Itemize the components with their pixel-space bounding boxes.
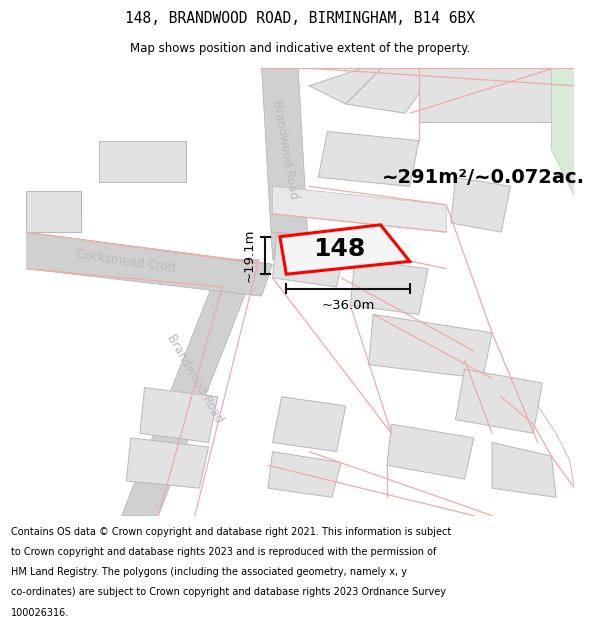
Polygon shape [268, 452, 341, 498]
Polygon shape [551, 68, 574, 196]
Polygon shape [451, 177, 511, 232]
Polygon shape [387, 424, 474, 479]
Polygon shape [26, 232, 272, 296]
Text: Brandwood Road: Brandwood Road [270, 99, 301, 200]
Text: Brandwood Road: Brandwood Road [164, 332, 226, 425]
Polygon shape [272, 397, 346, 452]
Text: ~19.1m: ~19.1m [242, 229, 255, 282]
Text: to Crown copyright and database rights 2023 and is reproduced with the permissio: to Crown copyright and database rights 2… [11, 547, 436, 557]
Text: ~36.0m: ~36.0m [322, 299, 375, 312]
Text: ~291m²/~0.072ac.: ~291m²/~0.072ac. [382, 168, 586, 187]
Polygon shape [309, 68, 382, 104]
Text: Map shows position and indicative extent of the property.: Map shows position and indicative extent… [130, 42, 470, 55]
Polygon shape [272, 232, 346, 287]
Text: HM Land Registry. The polygons (including the associated geometry, namely x, y: HM Land Registry. The polygons (includin… [11, 567, 407, 577]
Polygon shape [26, 191, 80, 232]
Polygon shape [368, 314, 492, 379]
Text: Contains OS data © Crown copyright and database right 2021. This information is : Contains OS data © Crown copyright and d… [11, 526, 451, 536]
Polygon shape [350, 259, 428, 314]
Polygon shape [122, 259, 259, 516]
Polygon shape [272, 186, 446, 232]
Polygon shape [280, 225, 410, 274]
Polygon shape [126, 438, 209, 488]
Polygon shape [455, 369, 542, 433]
Polygon shape [99, 141, 185, 182]
Polygon shape [346, 68, 437, 113]
Polygon shape [140, 388, 218, 442]
Text: 148: 148 [313, 238, 365, 261]
Polygon shape [318, 131, 419, 186]
Polygon shape [419, 68, 556, 122]
Polygon shape [492, 442, 556, 498]
Text: 100026316.: 100026316. [11, 608, 69, 618]
Text: 148, BRANDWOOD ROAD, BIRMINGHAM, B14 6BX: 148, BRANDWOOD ROAD, BIRMINGHAM, B14 6BX [125, 11, 475, 26]
Text: co-ordinates) are subject to Crown copyright and database rights 2023 Ordnance S: co-ordinates) are subject to Crown copyr… [11, 588, 446, 598]
Polygon shape [262, 68, 309, 259]
Text: Cocksmead Croft: Cocksmead Croft [76, 248, 177, 275]
